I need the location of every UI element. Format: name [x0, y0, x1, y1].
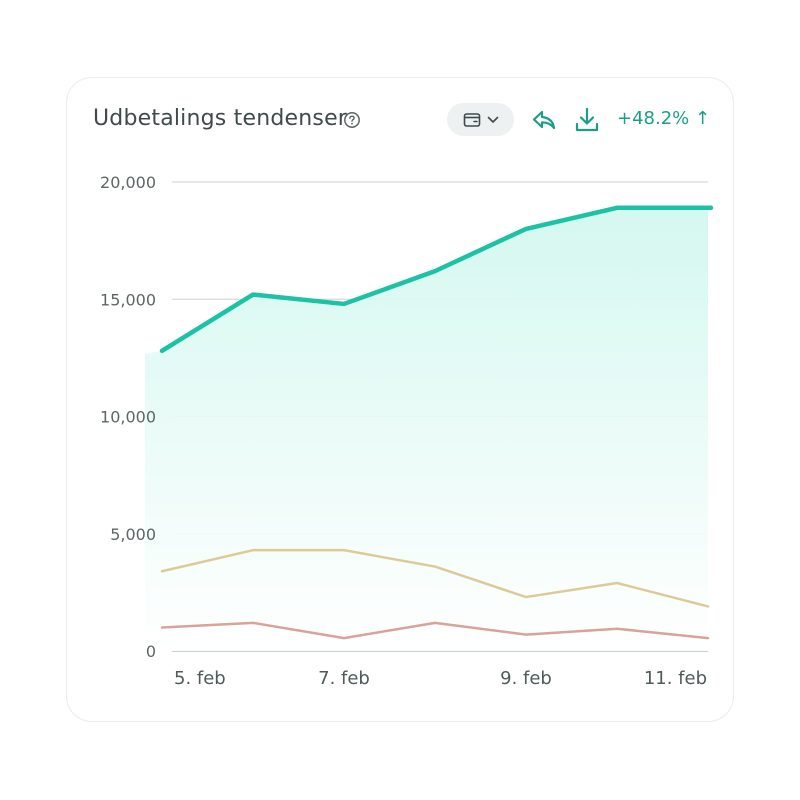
share-icon[interactable] [531, 107, 557, 133]
x-tick-label: 9. feb [500, 668, 552, 689]
chart-title: Udbetalings tendenser [93, 106, 348, 131]
x-tick-label: 7. feb [318, 668, 370, 689]
trend-delta: +48.2% ↑ [617, 108, 711, 129]
y-tick-label: 15,000 [100, 290, 156, 309]
download-icon[interactable] [574, 106, 600, 133]
y-tick-label: 10,000 [100, 408, 156, 427]
question-circle-icon[interactable] [343, 111, 361, 129]
series-area [145, 207, 708, 652]
series-line-1 [159, 205, 714, 354]
x-tick-label: 5. feb [174, 668, 226, 689]
y-tick-label: 20,000 [100, 173, 156, 192]
wallet-icon [463, 112, 480, 127]
y-tick-label: 0 [146, 642, 156, 661]
wallet-dropdown-button[interactable] [447, 103, 514, 136]
x-tick-label: 11. feb [644, 668, 707, 689]
chevron-down-icon [487, 116, 498, 123]
y-tick-label: 5,000 [110, 525, 156, 544]
